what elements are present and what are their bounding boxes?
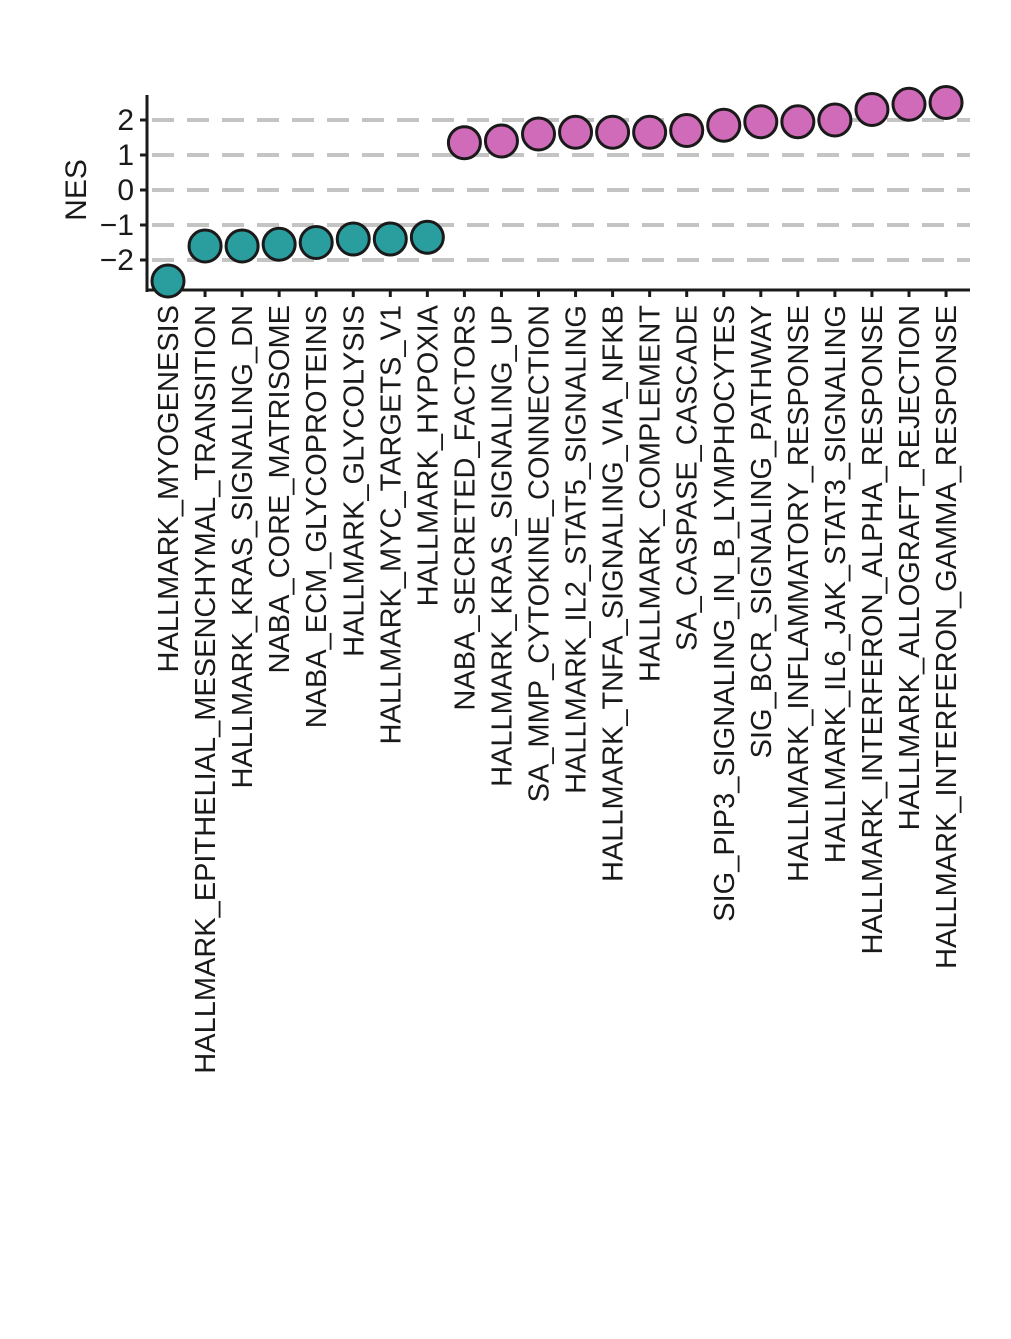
data-point [483, 123, 519, 159]
category-label: HALLMARK_INFLAMMATORY_RESPONSE [783, 305, 815, 882]
data-point [780, 104, 816, 140]
data-point [335, 221, 371, 257]
category-label: NABA_ECM_GLYCOPROTEINS [301, 305, 333, 728]
category-label: HALLMARK_TNFA_SIGNALING_VIA_NFKB [598, 305, 630, 882]
category-label: HALLMARK_EPITHELIAL_MESENCHYMAL_TRANSITI… [190, 305, 222, 1074]
data-point [409, 219, 445, 255]
data-point [743, 104, 779, 140]
data-point [224, 228, 260, 264]
data-point [669, 113, 705, 148]
axes [140, 95, 970, 297]
data-point [632, 114, 668, 150]
category-label: HALLMARK_KRAS_SIGNALING_DN [227, 305, 259, 789]
category-label: SA_MMP_CYTOKINE_CONNECTION [524, 305, 556, 802]
data-point [595, 114, 631, 150]
y-tick-label: −1 [100, 209, 134, 242]
category-label: HALLMARK_ALLOGRAFT_REJECTION [894, 305, 926, 830]
data-point [150, 263, 186, 299]
category-label: NABA_CORE_MATRISOME [264, 305, 296, 673]
y-tick-label: 2 [117, 104, 134, 137]
y-tick-label: 0 [117, 174, 134, 207]
category-labels: HALLMARK_MYOGENESIS HALLMARK_EPITHELIAL_M… [153, 304, 963, 1073]
data-point [372, 221, 408, 257]
data-point [187, 228, 223, 264]
data-point [706, 107, 742, 143]
category-label: HALLMARK_INTERFERON_ALPHA_RESPONSE [857, 305, 889, 954]
category-label: HALLMARK_GLYCOLYSIS [338, 305, 370, 657]
data-point [817, 102, 853, 138]
category-label: SA_CASPASE_CASCADE [672, 305, 704, 651]
category-label: HALLMARK_HYPOXIA [412, 304, 444, 606]
data-point [298, 225, 334, 260]
data-point [446, 125, 482, 161]
data-point [854, 92, 890, 127]
category-label: HALLMARK_COMPLEMENT [635, 305, 667, 682]
data-points [150, 85, 964, 299]
data-point [261, 226, 297, 262]
category-label: SIG_BCR_SIGNALING_PATHWAY [746, 305, 778, 758]
y-axis-title: NES [60, 159, 93, 221]
category-label: HALLMARK_IL6_JAK_STAT3_SIGNALING [820, 305, 852, 863]
data-point [928, 85, 964, 120]
y-tick-label: 1 [117, 139, 134, 172]
category-label: HALLMARK_MYOGENESIS [153, 305, 185, 672]
data-point [558, 114, 594, 150]
data-point [891, 86, 927, 122]
category-label: HALLMARK_IL2_STAT5_SIGNALING [561, 305, 593, 794]
category-label: SIG_PIP3_SIGNALING_IN_B_LYMPHOCYTES [709, 305, 741, 922]
y-tick-labels: 210−1−2 [100, 104, 134, 277]
data-point [521, 116, 556, 152]
category-label: HALLMARK_INTERFERON_GAMMA_RESPONSE [931, 305, 963, 969]
category-label: NABA_SECRETED_FACTORS [449, 305, 481, 711]
category-label: HALLMARK_KRAS_SIGNALING_UP [486, 305, 518, 787]
y-tick-label: −2 [100, 244, 134, 277]
category-label: HALLMARK_MYC_TARGETS_V1 [375, 305, 407, 744]
